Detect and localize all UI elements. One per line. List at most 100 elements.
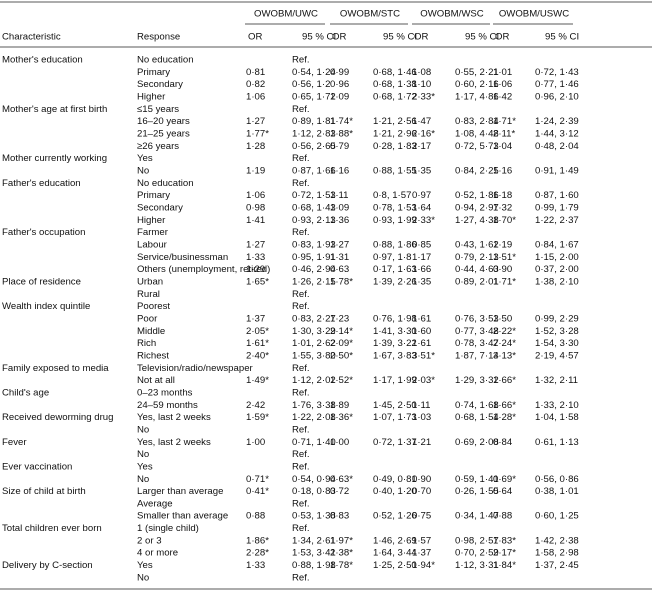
- characteristic: Received deworming drug: [2, 412, 113, 423]
- odds-ratio: 0·71*: [246, 474, 269, 485]
- odds-ratio: 1·31: [330, 252, 349, 263]
- odds-ratio: 0·81: [246, 67, 265, 78]
- confidence-interval: 0·53, 1·38: [292, 511, 336, 522]
- odds-ratio: 1·41: [246, 215, 265, 226]
- odds-ratio: 1·66*: [493, 375, 516, 386]
- confidence-interval: 0·18, 0·83: [292, 486, 336, 497]
- odds-ratio: 0·70: [412, 486, 431, 497]
- odds-ratio: 1·27: [330, 239, 349, 250]
- confidence-interval: 0·76, 1·98: [373, 313, 417, 324]
- confidence-interval: 0·84, 1·67: [535, 239, 579, 250]
- confidence-interval: 1·15, 2·00: [535, 252, 579, 263]
- odds-ratio: 1·09: [330, 92, 349, 103]
- response: Poorest: [137, 301, 170, 312]
- confidence-interval: 1·39, 2·26: [373, 276, 417, 287]
- confidence-interval: 0·83, 1·93: [292, 239, 336, 250]
- confidence-interval: 0·89, 1·81: [292, 116, 336, 127]
- odds-ratio: 0·69*: [493, 474, 516, 485]
- odds-ratio: 2·14*: [330, 326, 353, 337]
- confidence-interval: 0·83, 2·84: [455, 116, 499, 127]
- odds-ratio: 1·16: [493, 166, 512, 177]
- odds-ratio: 1·06: [246, 190, 265, 201]
- response: Secondary: [137, 79, 183, 90]
- odds-ratio: 1·61: [412, 338, 431, 349]
- confidence-interval: 1·25, 2·50: [373, 560, 417, 571]
- odds-ratio: 2·42: [246, 400, 265, 411]
- confidence-interval: 0·96, 2·10: [535, 92, 579, 103]
- odds-ratio: 1·21: [412, 437, 431, 448]
- confidence-interval: 0·26, 1·55: [455, 486, 499, 497]
- reference: Ref.: [292, 153, 310, 164]
- confidence-interval: 1·67, 3·83: [373, 350, 417, 361]
- odds-ratio: 1·74*: [330, 116, 353, 127]
- confidence-interval: 1·34, 2·61: [292, 535, 336, 546]
- group-title: OWOBM/STC: [340, 9, 400, 20]
- confidence-interval: 0·34, 1·47: [455, 511, 499, 522]
- confidence-interval: 1·29, 3·32: [455, 375, 499, 386]
- response: Average: [137, 498, 173, 509]
- odds-ratio: 1·32: [493, 202, 512, 213]
- confidence-interval: 1·07, 1·73: [373, 412, 417, 423]
- confidence-interval: 0·93, 2·13: [292, 215, 336, 226]
- odds-ratio: 1·65*: [246, 276, 269, 287]
- odds-ratio: 1·23: [330, 313, 349, 324]
- odds-ratio: 1·00: [330, 437, 349, 448]
- confidence-interval: 0·88, 1·86: [373, 239, 417, 250]
- confidence-interval: 0·88, 1·98: [292, 560, 336, 571]
- odds-ratio: 1·10: [412, 79, 431, 90]
- confidence-interval: 0·48, 2·04: [535, 141, 579, 152]
- reference: Ref.: [292, 289, 310, 300]
- odds-ratio: 1·19: [246, 166, 265, 177]
- ci-header: 95 % CI: [383, 32, 417, 43]
- odds-ratio: 1·01: [493, 67, 512, 78]
- confidence-interval: 0·72, 1·37: [373, 437, 417, 448]
- odds-ratio: 1·61*: [246, 338, 269, 349]
- odds-ratio: 1·78*: [330, 560, 353, 571]
- header-response: Response: [137, 32, 180, 43]
- odds-ratio: 1·88*: [330, 129, 353, 140]
- confidence-interval: 1·44, 3·12: [535, 129, 579, 140]
- confidence-interval: 1·21, 2·96: [373, 129, 417, 140]
- characteristic: Child's age: [2, 387, 49, 398]
- response: Television/radio/newspaper: [137, 363, 254, 374]
- response: Yes, last 2 weeks: [137, 412, 211, 423]
- response: 16–20 years: [137, 116, 190, 127]
- odds-ratio: 1·47: [412, 116, 431, 127]
- confidence-interval: 0·98, 2·57: [455, 535, 499, 546]
- odds-ratio: 1·86*: [246, 535, 269, 546]
- response: Yes: [137, 560, 153, 571]
- odds-ratio: 1·28: [246, 141, 265, 152]
- or-header: OR: [332, 32, 346, 43]
- confidence-interval: 1·26, 2·15: [292, 276, 336, 287]
- confidence-interval: 0·68, 1·46: [373, 67, 417, 78]
- confidence-interval: 0·93, 1·99: [373, 215, 417, 226]
- confidence-interval: 0·60, 2·16: [455, 79, 499, 90]
- confidence-interval: 0·37, 2·00: [535, 264, 579, 275]
- odds-ratio: 1·97*: [330, 535, 353, 546]
- odds-ratio: 1·04: [493, 141, 513, 152]
- confidence-interval: 1·45, 2·50: [373, 400, 417, 411]
- response: No: [137, 449, 149, 460]
- characteristic: Delivery by C-section: [2, 560, 93, 571]
- response: Higher: [137, 215, 166, 226]
- response: Higher: [137, 92, 166, 103]
- characteristic: Place of residence: [2, 276, 81, 287]
- odds-ratio: 1·57: [412, 535, 431, 546]
- odds-ratio: 2·50*: [330, 350, 353, 361]
- confidence-interval: 0·68, 1·72: [373, 92, 417, 103]
- confidence-interval: 0·76, 3·53: [455, 313, 499, 324]
- confidence-interval: 1·24, 2·39: [535, 116, 579, 127]
- characteristic: Father's education: [2, 178, 81, 189]
- group-title: OWOBM/USWC: [499, 9, 569, 20]
- confidence-interval: 0·55, 2·21: [455, 67, 499, 78]
- confidence-interval: 1·76, 3·38: [292, 400, 336, 411]
- odds-ratio: 1·37: [246, 313, 265, 324]
- response: 0–23 months: [137, 387, 193, 398]
- response: ≤15 years: [137, 104, 179, 115]
- confidence-interval: 0·68, 1·38: [373, 79, 417, 90]
- confidence-interval: 0·49, 0·81: [373, 474, 417, 485]
- confidence-interval: 0·60, 1·25: [535, 511, 579, 522]
- confidence-interval: 0·87, 1·66: [292, 166, 336, 177]
- odds-ratio: 1·71*: [493, 116, 516, 127]
- confidence-interval: 1·04, 1·58: [535, 412, 579, 423]
